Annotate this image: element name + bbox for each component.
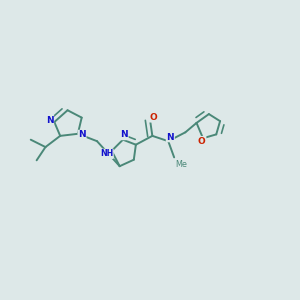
Text: N: N bbox=[46, 116, 53, 125]
Text: N: N bbox=[167, 133, 174, 142]
Text: N: N bbox=[120, 130, 128, 140]
Text: O: O bbox=[149, 113, 157, 122]
Text: O: O bbox=[198, 137, 206, 146]
Text: NH: NH bbox=[100, 149, 113, 158]
Text: Me: Me bbox=[175, 160, 187, 169]
Text: N: N bbox=[78, 130, 86, 140]
